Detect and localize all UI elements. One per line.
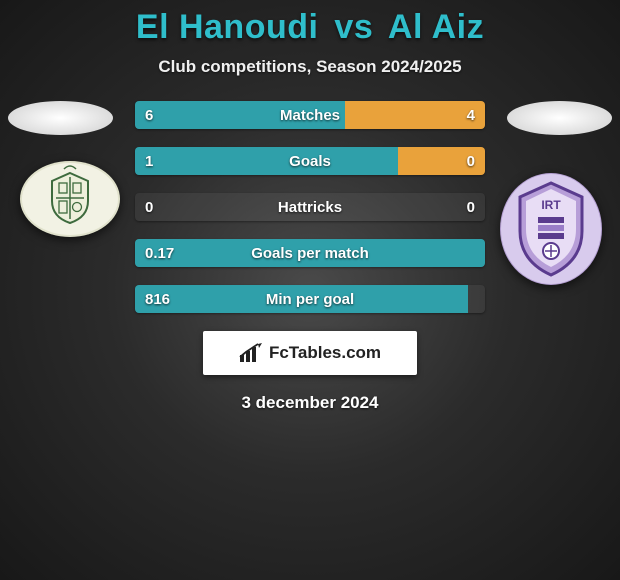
player1-name: El Hanoudi <box>136 8 319 46</box>
branding-box: FcTables.com <box>203 331 417 375</box>
player2-silhouette <box>507 101 612 135</box>
date-text: 3 december 2024 <box>0 393 620 413</box>
stat-row: 0.17Goals per match <box>135 239 485 267</box>
stat-rows: 64Matches 10Goals 00Hattricks 0.17Goals per… <box>135 101 485 313</box>
stat-label: Hattricks <box>135 193 485 221</box>
bar-chart-icon <box>239 343 263 363</box>
stat-label: Goals per match <box>135 239 485 267</box>
stat-row: 64Matches <box>135 101 485 129</box>
stat-label: Min per goal <box>135 285 485 313</box>
club-crest-right: IRT <box>500 173 602 285</box>
page-title: El Hanoudi vs Al Aiz <box>0 0 620 47</box>
stat-row: 816Min per goal <box>135 285 485 313</box>
stat-row: 00Hattricks <box>135 193 485 221</box>
branding-text: FcTables.com <box>269 343 381 363</box>
player1-silhouette <box>8 101 113 135</box>
comparison-arena: IRT 64Matches 10Goals 00Hattricks 0.17Goals… <box>0 101 620 413</box>
vs-text: vs <box>334 8 373 46</box>
subtitle: Club competitions, Season 2024/2025 <box>0 57 620 77</box>
club-crest-left <box>20 161 120 237</box>
player2-name: Al Aiz <box>388 8 484 46</box>
stat-label: Goals <box>135 147 485 175</box>
svg-text:IRT: IRT <box>541 198 561 212</box>
stat-label: Matches <box>135 101 485 129</box>
stat-row: 10Goals <box>135 147 485 175</box>
